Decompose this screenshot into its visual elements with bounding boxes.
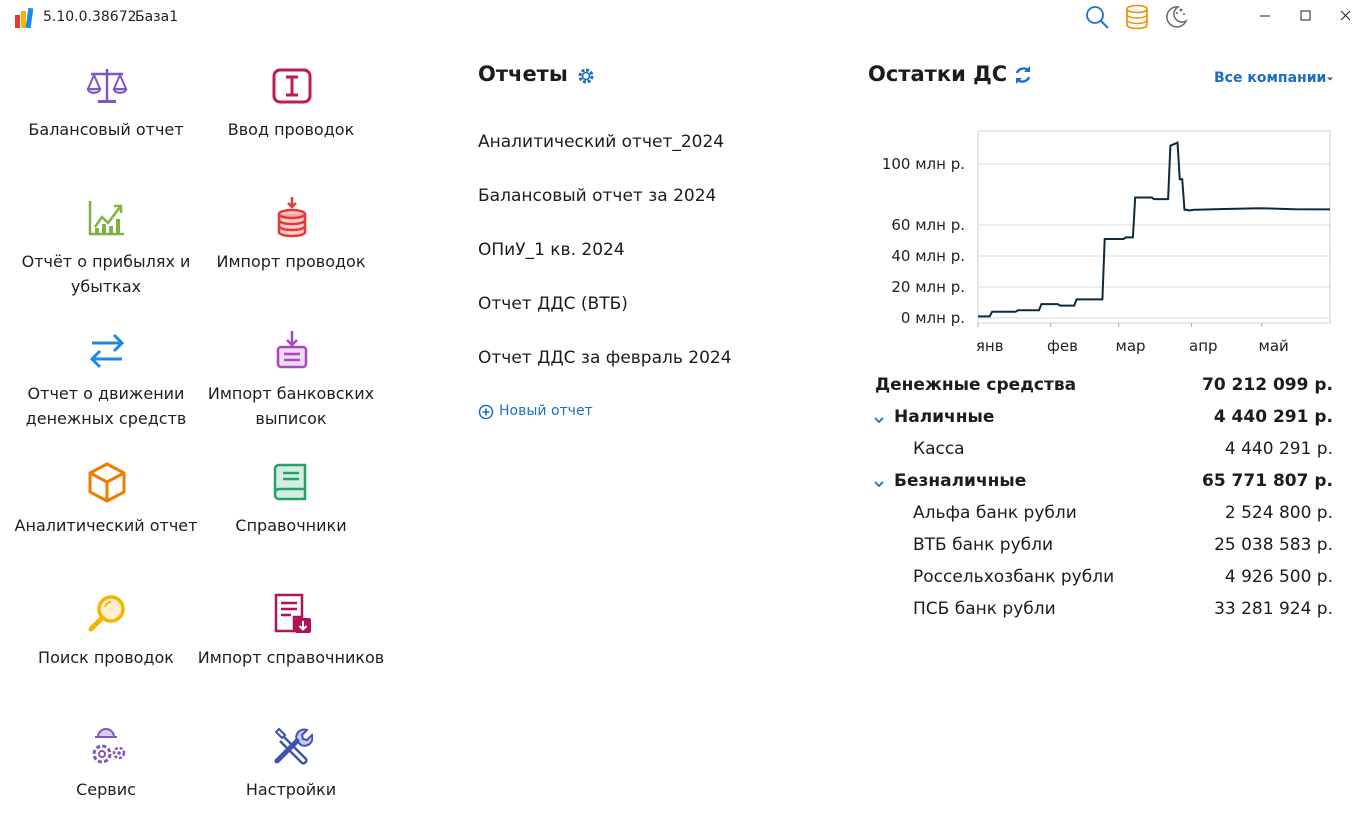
x-tick-label: янв xyxy=(976,337,1004,355)
reports-title: Отчеты xyxy=(478,62,568,86)
tile-settings[interactable]: Настройки xyxy=(196,725,386,835)
y-tick-label: 60 млн р. xyxy=(891,216,965,234)
company-filter-dropdown[interactable]: Все компании xyxy=(1214,68,1338,90)
balance-group-label: Наличные xyxy=(894,407,995,427)
tray-import-icon xyxy=(276,331,308,369)
tile-analytic-report[interactable]: Аналитический отчет xyxy=(11,461,201,581)
tile-search-entries[interactable]: Поиск проводок xyxy=(11,593,201,713)
minimize-button[interactable] xyxy=(1242,0,1288,32)
balance-item-label: Россельхозбанк рубли xyxy=(913,567,1115,587)
search-icon[interactable] xyxy=(1084,4,1110,30)
new-report-label: Новый отчет xyxy=(499,403,593,419)
balance-item-row: Россельхозбанк рубли 4 926 500 р. xyxy=(870,567,1333,597)
y-tick-label: 100 млн р. xyxy=(882,155,965,173)
tile-label: Справочники xyxy=(235,516,347,535)
tile-label: Отчет о движении денежных средств xyxy=(25,384,187,428)
balance-total-label: Денежные средства xyxy=(875,375,1077,395)
close-button[interactable] xyxy=(1322,0,1368,32)
text-cursor-icon xyxy=(272,68,312,104)
balance-item-label: ВТБ банк рубли xyxy=(913,535,1054,555)
x-tick-label: май xyxy=(1259,337,1289,355)
x-tick-label: мар xyxy=(1116,337,1146,355)
database-import-icon xyxy=(277,197,307,238)
chart-frame xyxy=(977,130,1331,324)
balance-item-label: Касса xyxy=(913,439,965,459)
tile-directories[interactable]: Справочники xyxy=(196,461,386,581)
balance-item-amount: 2 524 800 р. xyxy=(1224,503,1333,523)
magnifier-icon xyxy=(88,595,125,632)
tile-label: Ввод проводок xyxy=(227,120,355,139)
x-tick-label: апр xyxy=(1189,337,1218,355)
chart-up-icon xyxy=(88,201,124,236)
balance-group-amount: 65 771 807 р. xyxy=(1201,471,1333,491)
report-item[interactable]: Отчет ДДС за февраль 2024 xyxy=(478,348,732,368)
tile-label: Импорт проводок xyxy=(216,252,366,271)
chevron-down-icon xyxy=(1327,77,1333,81)
balance-item-amount: 4 440 291 р. xyxy=(1224,439,1333,459)
plus-circle-icon xyxy=(478,404,494,420)
tile-label: Импорт справочников xyxy=(197,648,385,667)
gear-icon[interactable] xyxy=(576,66,596,86)
y-tick-label: 40 млн р. xyxy=(891,247,965,265)
worker-gears-icon xyxy=(92,728,126,764)
night-mode-icon[interactable] xyxy=(1162,4,1188,30)
app-version: 5.10.0.38672 xyxy=(43,9,137,25)
report-item[interactable]: Балансовый отчет за 2024 xyxy=(478,186,717,206)
tile-label: Отчёт о прибылях и убытках xyxy=(21,252,191,296)
document-import-icon xyxy=(274,593,311,633)
balance-group-amount: 4 440 291 р. xyxy=(1213,407,1333,427)
balance-total-row: Денежные средства 70 212 099 р. xyxy=(870,375,1333,405)
maximize-button[interactable] xyxy=(1282,0,1328,32)
book-icon xyxy=(273,463,307,501)
tile-balance-report[interactable]: Балансовый отчет xyxy=(11,65,201,185)
chevron-down-icon[interactable] xyxy=(873,415,885,425)
balance-total-amount: 70 212 099 р. xyxy=(1201,375,1333,395)
balance-group-row[interactable]: Безналичные 65 771 807 р. xyxy=(870,471,1333,501)
y-tick-label: 0 млн р. xyxy=(901,309,965,327)
tile-label: Поиск проводок xyxy=(38,648,174,667)
balance-item-amount: 4 926 500 р. xyxy=(1224,567,1333,587)
report-item[interactable]: ОПиУ_1 кв. 2024 xyxy=(478,240,625,260)
report-item[interactable]: Аналитический отчет_2024 xyxy=(478,132,725,152)
tile-import-bank-statements[interactable]: Импорт банковских выписок xyxy=(196,329,386,449)
company-filter-label: Все компании xyxy=(1214,70,1327,86)
tile-label: Настройки xyxy=(245,780,337,799)
scales-icon xyxy=(86,69,128,103)
arrows-exchange-icon xyxy=(89,333,125,369)
report-item[interactable]: Отчет ДДС (ВТБ) xyxy=(478,294,628,314)
balance-item-row: ВТБ банк рубли 25 038 583 р. xyxy=(870,535,1333,565)
balance-item-row: ПСБ банк рубли 33 281 924 р. xyxy=(870,599,1333,629)
y-tick-label: 20 млн р. xyxy=(891,278,965,296)
cash-balance-title: Остатки ДС xyxy=(868,62,1008,86)
title-bar: 5.10.0.38672 База1 xyxy=(0,0,1368,34)
tools-icon xyxy=(274,727,313,765)
cash-balance-chart: 0 млн р. 20 млн р. 40 млн р. 60 млн р. 100 м… xyxy=(882,130,1331,355)
database-icon[interactable] xyxy=(1124,4,1150,30)
tile-label: Сервис xyxy=(76,780,136,799)
cube-icon xyxy=(88,462,126,503)
tile-service[interactable]: Сервис xyxy=(11,725,201,835)
tile-profit-loss-report[interactable]: Отчёт о прибылях и убытках xyxy=(11,197,201,317)
balance-item-row: Альфа банк рубли 2 524 800 р. xyxy=(870,503,1333,533)
x-tick-label: фев xyxy=(1047,337,1078,355)
balance-series-line xyxy=(978,141,1331,318)
balance-item-label: Альфа банк рубли xyxy=(913,503,1077,523)
tile-import-entries[interactable]: Импорт проводок xyxy=(196,197,386,317)
database-name: База1 xyxy=(135,9,179,25)
app-logo-icon xyxy=(15,7,34,29)
tile-import-directories[interactable]: Импорт справочников xyxy=(196,593,386,713)
balance-group-row[interactable]: Наличные 4 440 291 р. xyxy=(870,407,1333,437)
balance-item-amount: 33 281 924 р. xyxy=(1214,599,1333,619)
tile-label: Балансовый отчет xyxy=(28,120,184,139)
balance-item-row: Касса 4 440 291 р. xyxy=(870,439,1333,469)
refresh-icon[interactable] xyxy=(1012,64,1034,86)
balance-group-label: Безналичные xyxy=(894,471,1027,491)
chevron-down-icon[interactable] xyxy=(873,479,885,489)
tile-entry-input[interactable]: Ввод проводок xyxy=(196,65,386,185)
tile-cash-flow-report[interactable]: Отчет о движении денежных средств xyxy=(11,329,201,449)
balance-item-label: ПСБ банк рубли xyxy=(913,599,1056,619)
tile-label: Импорт банковских выписок xyxy=(207,384,375,428)
balance-item-amount: 25 038 583 р. xyxy=(1214,535,1333,555)
tile-label: Аналитический отчет xyxy=(14,516,198,535)
